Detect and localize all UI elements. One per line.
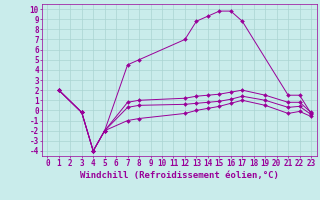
X-axis label: Windchill (Refroidissement éolien,°C): Windchill (Refroidissement éolien,°C) bbox=[80, 171, 279, 180]
